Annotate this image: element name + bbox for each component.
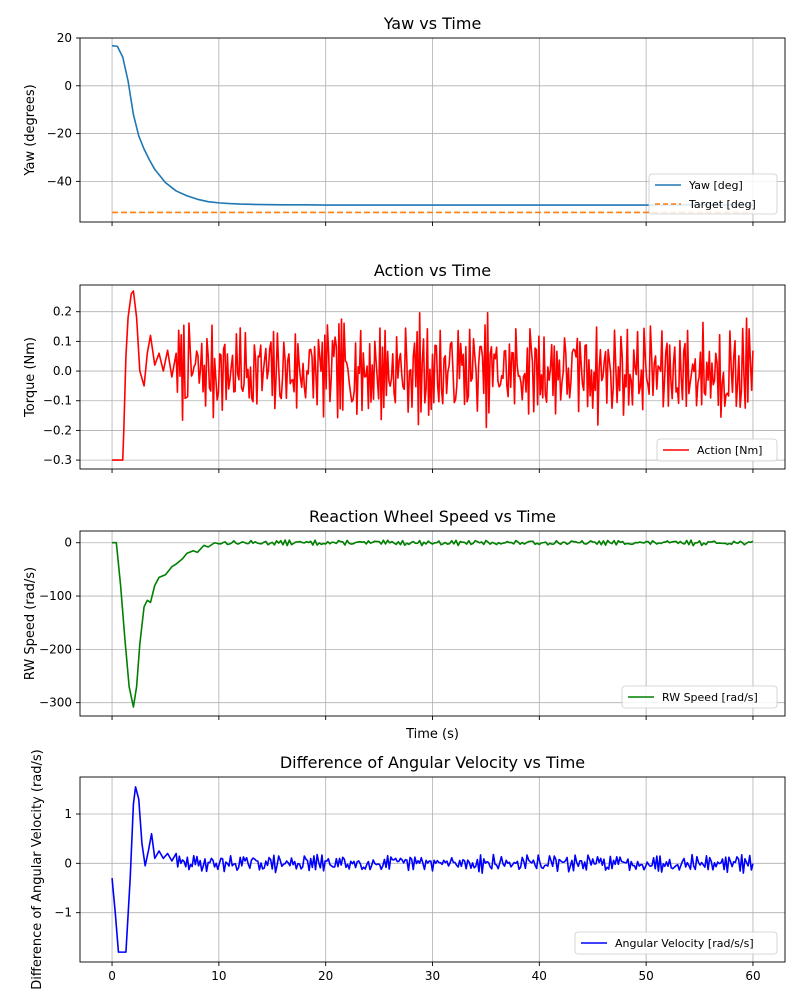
x-tick-label: 10 <box>211 969 226 983</box>
chart-title: Reaction Wheel Speed vs Time <box>309 507 556 526</box>
y-tick-label: −100 <box>39 589 72 603</box>
y-tick-label: 0 <box>64 856 72 870</box>
y-tick-label: −300 <box>39 696 72 710</box>
x-tick-label: 60 <box>745 969 760 983</box>
chart-title: Difference of Angular Velocity vs Time <box>280 753 585 772</box>
y-tick-label: −0.3 <box>43 453 72 467</box>
y-tick-label: 0.1 <box>53 334 72 348</box>
y-axis-label: Difference of Angular Velocity (rad/s) <box>30 749 45 989</box>
chart-title: Yaw vs Time <box>383 14 482 33</box>
chart-3: −300 −200 −100 0 Reaction Wheel Speed vs Tim… <box>23 507 786 742</box>
y-tick-label: 20 <box>57 31 72 45</box>
y-axis-label: Yaw (degrees) <box>23 84 38 176</box>
y-tick-label: −0.2 <box>43 423 72 437</box>
y-tick-label: −0.1 <box>43 394 72 408</box>
y-tick-label: −1 <box>54 906 72 920</box>
series-line-1 <box>111 44 753 206</box>
x-tick-label: 20 <box>318 969 333 983</box>
series-line-1 <box>112 539 754 708</box>
legend-label: Yaw [deg] <box>688 179 743 192</box>
y-tick-label: 0 <box>64 79 72 93</box>
y-tick-label: −20 <box>47 127 72 141</box>
chart-4: 0 10 20 30 40 50 60 −1 0 1 Difference of Angular V… <box>30 749 786 990</box>
legend: Action [Nm] <box>656 438 778 462</box>
y-tick-label: 0 <box>64 536 72 550</box>
chart-title: Action vs Time <box>374 261 491 280</box>
legend-box <box>656 438 778 462</box>
y-tick-label: −40 <box>47 174 72 188</box>
series-line-1 <box>111 786 754 953</box>
y-tick-label: 0.2 <box>53 305 72 319</box>
legend: Yaw [deg] Target [deg] <box>648 173 778 215</box>
x-tick-label: 30 <box>425 969 440 983</box>
x-axis-label: Time (s) <box>405 727 459 742</box>
legend-label: Action [Nm] <box>697 444 762 457</box>
y-axis-label: RW Speed (rad/s) <box>23 567 38 680</box>
chart-1: −40 −20 0 20 Yaw vs Time Yaw (degrees) Yaw [de… <box>23 14 786 226</box>
legend-box <box>621 685 778 709</box>
legend-label: RW Speed [rad/s] <box>662 691 758 704</box>
series-line-1 <box>112 290 754 461</box>
y-tick-label: 1 <box>64 807 72 821</box>
chart-2: −0.3 −0.2 −0.1 0.0 0.1 0.2 Action vs Time Torqu… <box>23 261 786 473</box>
x-tick-label: 0 <box>108 969 116 983</box>
legend-box <box>574 931 778 955</box>
x-tick-label: 40 <box>532 969 547 983</box>
y-axis-label: Torque (Nm) <box>23 337 38 418</box>
legend: RW Speed [rad/s] <box>621 685 778 709</box>
legend-label: Angular Velocity [rad/s/s] <box>615 937 754 950</box>
legend: Angular Velocity [rad/s/s] <box>574 931 778 955</box>
x-tick-label: 50 <box>638 969 653 983</box>
y-tick-label: −200 <box>39 642 72 656</box>
legend-label: Target [deg] <box>688 198 756 211</box>
y-tick-label: 0.0 <box>53 364 72 378</box>
